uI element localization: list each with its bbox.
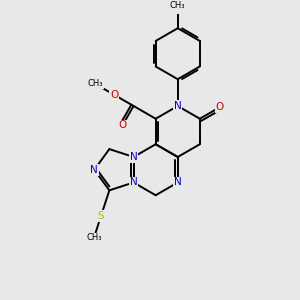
Text: CH₃: CH₃ — [86, 233, 102, 242]
Text: N: N — [174, 101, 182, 111]
Text: CH₃: CH₃ — [88, 80, 103, 88]
Text: CH₃: CH₃ — [170, 1, 185, 10]
Text: N: N — [174, 178, 182, 188]
Text: N: N — [91, 165, 98, 175]
Text: N: N — [130, 178, 137, 188]
Text: O: O — [118, 120, 127, 130]
Text: N: N — [130, 152, 137, 162]
Text: O: O — [110, 90, 118, 100]
Text: S: S — [98, 211, 104, 221]
Text: O: O — [216, 102, 224, 112]
